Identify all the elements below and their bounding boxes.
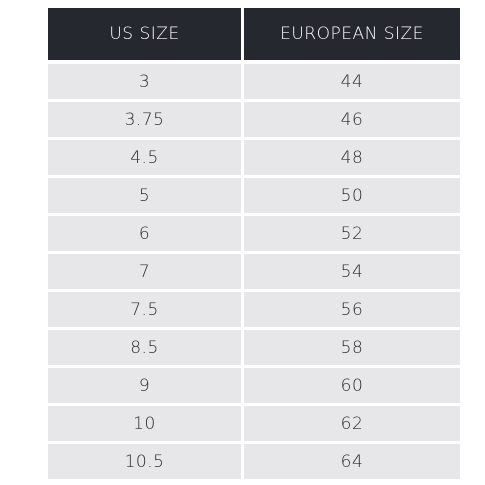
table-cell: 5 bbox=[48, 178, 241, 213]
table-cell: 46 bbox=[244, 102, 460, 137]
header-row: US SIZE EUROPEAN SIZE bbox=[48, 8, 460, 60]
table-row: 5 50 bbox=[48, 178, 460, 213]
table-cell: 52 bbox=[244, 216, 460, 251]
size-table: US SIZE EUROPEAN SIZE 3 44 3.75 46 4.5 48 5 50 6… bbox=[48, 8, 460, 482]
header-cell: US SIZE bbox=[48, 8, 241, 60]
table-row: 8.5 58 bbox=[48, 330, 460, 365]
table-cell: 50 bbox=[244, 178, 460, 213]
table-cell: 48 bbox=[244, 140, 460, 175]
table-row: 10 62 bbox=[48, 406, 460, 441]
table-row: 9 60 bbox=[48, 368, 460, 403]
table-row: 7.5 56 bbox=[48, 292, 460, 327]
table-cell: 54 bbox=[244, 254, 460, 289]
table-cell: 60 bbox=[244, 368, 460, 403]
table-cell: 3 bbox=[48, 64, 241, 99]
header-cell: EUROPEAN SIZE bbox=[244, 8, 460, 60]
table-cell: 7 bbox=[48, 254, 241, 289]
table-cell: 56 bbox=[244, 292, 460, 327]
table-cell: 9 bbox=[48, 368, 241, 403]
table-cell: 44 bbox=[244, 64, 460, 99]
table-cell: 10.5 bbox=[48, 444, 241, 479]
table-cell: 6 bbox=[48, 216, 241, 251]
table-row: 7 54 bbox=[48, 254, 460, 289]
table-cell: 58 bbox=[244, 330, 460, 365]
table-cell: 4.5 bbox=[48, 140, 241, 175]
table-cell: 10 bbox=[48, 406, 241, 441]
table-row: 3 44 bbox=[48, 64, 460, 99]
table-cell: 3.75 bbox=[48, 102, 241, 137]
table-row: 10.5 64 bbox=[48, 444, 460, 479]
table-cell: 7.5 bbox=[48, 292, 241, 327]
table-row: 3.75 46 bbox=[48, 102, 460, 137]
table-cell: 8.5 bbox=[48, 330, 241, 365]
table-cell: 62 bbox=[244, 406, 460, 441]
table-row: 4.5 48 bbox=[48, 140, 460, 175]
table-row: 6 52 bbox=[48, 216, 460, 251]
table-cell: 64 bbox=[244, 444, 460, 479]
